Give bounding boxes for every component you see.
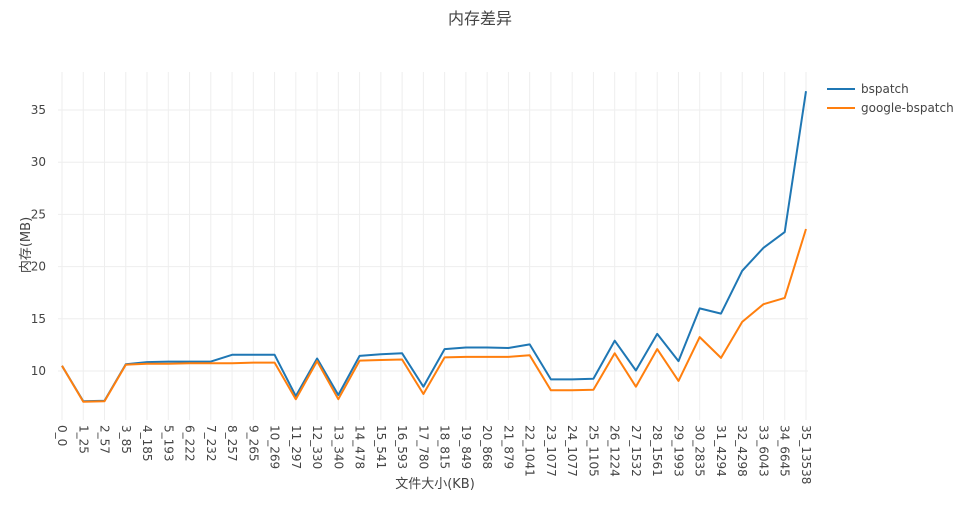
x-tick-label: 11_297: [289, 425, 303, 469]
x-tick-label: 16_593: [395, 425, 409, 469]
y-gridlines: [58, 109, 808, 372]
x-tick-label: 31_4294: [714, 425, 728, 477]
x-tick-label: 13_340: [331, 425, 345, 469]
x-tick-label: 12_330: [310, 425, 324, 469]
y-tick-label: 25: [31, 207, 46, 221]
legend: bspatch google-bspatch: [827, 82, 954, 115]
chart-title: 内存差异: [448, 9, 512, 28]
x-tick-label: 15_541: [374, 425, 388, 469]
x-gridlines: [61, 72, 807, 420]
x-tick-label: 23_1077: [544, 425, 558, 477]
x-tick-label: 32_4298: [735, 425, 749, 477]
x-tick-label: 24_1077: [565, 425, 579, 477]
x-tick-label: 5_193: [161, 425, 175, 462]
x-tick-label: 17_780: [416, 425, 430, 469]
y-axis-ticks: 10 15 20 25 30 35: [31, 103, 46, 378]
x-tick-label: 20_868: [480, 425, 494, 469]
x-tick-label: 30_2835: [693, 425, 707, 477]
x-tick-label: 14_478: [353, 425, 367, 469]
x-tick-label: 2_57: [98, 425, 112, 454]
x-axis-title: 文件大小(KB): [395, 477, 475, 492]
series-line-bspatch: [61, 91, 807, 403]
x-tick-label: 27_1532: [629, 425, 643, 477]
x-tick-label: 21_879: [501, 425, 515, 469]
series-line-google-bspatch: [61, 228, 807, 403]
series-lines: [61, 91, 807, 403]
x-tick-label: 1_25: [76, 425, 90, 454]
y-tick-label: 30: [31, 155, 46, 169]
x-tick-label: 28_1561: [650, 425, 664, 477]
x-tick-label: 9_265: [246, 425, 260, 462]
x-tick-label: 33_6043: [756, 425, 770, 477]
x-tick-label: 35_13538: [799, 425, 813, 484]
y-tick-label: 10: [31, 364, 46, 378]
legend-label-bspatch: bspatch: [861, 82, 909, 96]
x-tick-label: 34_6645: [778, 425, 792, 477]
x-tick-label: 4_185: [140, 425, 154, 462]
y-tick-label: 20: [31, 260, 46, 274]
x-tick-label: 3_85: [119, 425, 133, 454]
legend-label-google-bspatch: google-bspatch: [861, 101, 954, 115]
y-tick-label: 35: [31, 103, 46, 117]
y-axis-title: 内存(MB): [18, 217, 34, 273]
x-tick-label: 22_1041: [523, 425, 537, 477]
x-tick-label: 10_269: [268, 425, 282, 469]
x-tick-label: 7_232: [204, 425, 218, 462]
x-tick-label: 18_815: [438, 425, 452, 469]
x-tick-label: 8_257: [225, 425, 239, 462]
x-tick-label: 6_222: [183, 425, 197, 462]
x-tick-label: 25_1105: [586, 425, 600, 477]
x-axis-ticks: 0_0 1_25 2_57 3_85 4_185 5_193 6_222 7_232 8_257…: [55, 425, 813, 484]
x-tick-label: 29_1993: [671, 425, 685, 477]
x-tick-label: 26_1224: [608, 425, 622, 477]
y-tick-label: 15: [31, 312, 46, 326]
x-tick-label: 0_0: [55, 425, 69, 446]
x-tick-label: 19_849: [459, 425, 473, 469]
